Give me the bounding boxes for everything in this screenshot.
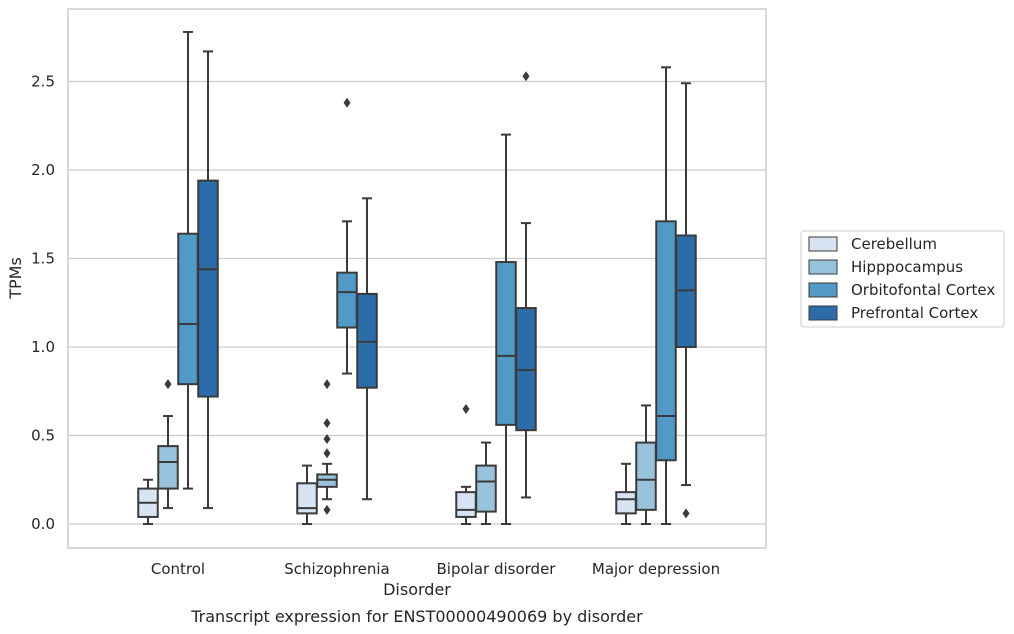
box-major-depression	[635, 404, 657, 525]
box-iqr	[495, 261, 517, 426]
box-major-depression	[675, 82, 697, 519]
legend-swatch	[808, 236, 838, 252]
box-iqr	[635, 441, 657, 511]
box-schizophrenia	[356, 197, 378, 501]
outlier-point	[323, 448, 331, 459]
box-schizophrenia	[296, 464, 318, 525]
box-iqr	[177, 232, 199, 386]
box-iqr	[615, 491, 637, 515]
legend-frame	[800, 230, 1005, 328]
y-axis-label: TPMs	[6, 257, 25, 300]
x-tick-label: Major depression	[592, 560, 720, 578]
box-iqr	[455, 491, 477, 518]
box-bipolar-disorder	[455, 403, 477, 525]
y-tick-label: 2.0	[31, 161, 55, 179]
outlier-point	[682, 508, 690, 519]
y-tick-label: 1.0	[31, 338, 55, 356]
outlier-point	[522, 71, 530, 82]
x-tick-label: Control	[151, 560, 205, 578]
box-control	[157, 379, 179, 510]
box-iqr	[336, 271, 358, 329]
legend-swatch	[808, 259, 838, 275]
box-schizophrenia	[316, 379, 338, 515]
series-hipppocampus	[157, 379, 657, 525]
box-iqr	[296, 482, 318, 515]
x-axis-ticks: Control Schizophrenia Bipolar disorder Majo…	[151, 560, 720, 578]
outlier-point	[462, 403, 470, 414]
box-control	[177, 30, 199, 490]
outlier-point	[323, 418, 331, 429]
box-control	[197, 50, 219, 510]
legend-entry-label: Orbitofontal Cortex	[851, 281, 995, 299]
x-axis-label: Disorder	[383, 580, 451, 599]
legend-entry-label: Cerebellum	[851, 235, 937, 253]
plot-area-frame	[67, 8, 767, 549]
outlier-point	[323, 504, 331, 515]
box-iqr	[197, 179, 219, 398]
x-tick-label: Schizophrenia	[284, 560, 389, 578]
chart-caption: Transcript expression for ENST0000049006…	[190, 607, 643, 626]
legend-entry-label: Hipppocampus	[851, 258, 963, 276]
box-iqr	[655, 220, 677, 462]
box-control	[137, 478, 159, 525]
box-iqr	[157, 445, 179, 490]
y-tick-label: 0.0	[31, 515, 55, 533]
legend-entry-label: Prefrontal Cortex	[851, 304, 978, 322]
y-tick-label: 1.5	[31, 250, 55, 268]
box-bipolar-disorder	[495, 133, 517, 525]
series-orbitofontal-cortex	[177, 30, 677, 525]
box-bipolar-disorder	[515, 71, 537, 499]
box-bipolar-disorder	[475, 441, 497, 525]
series-cerebellum	[137, 403, 637, 525]
box-plot-series	[137, 30, 697, 525]
outlier-point	[343, 97, 351, 108]
y-tick-label: 2.5	[31, 73, 55, 91]
series-prefrontal-cortex	[197, 50, 697, 519]
legend-swatch	[808, 305, 838, 321]
box-iqr	[475, 464, 497, 513]
outlier-point	[164, 379, 172, 390]
outlier-point	[323, 434, 331, 445]
legend: Cerebellum Hipppocampus Orbitofontal Corte…	[800, 230, 1005, 328]
y-axis-ticks: 0.0 0.5 1.0 1.5 2.0 2.5	[31, 73, 55, 534]
outlier-point	[323, 379, 331, 390]
x-tick-label: Bipolar disorder	[437, 560, 557, 578]
legend-swatch	[808, 282, 838, 298]
y-tick-label: 0.5	[31, 427, 55, 445]
